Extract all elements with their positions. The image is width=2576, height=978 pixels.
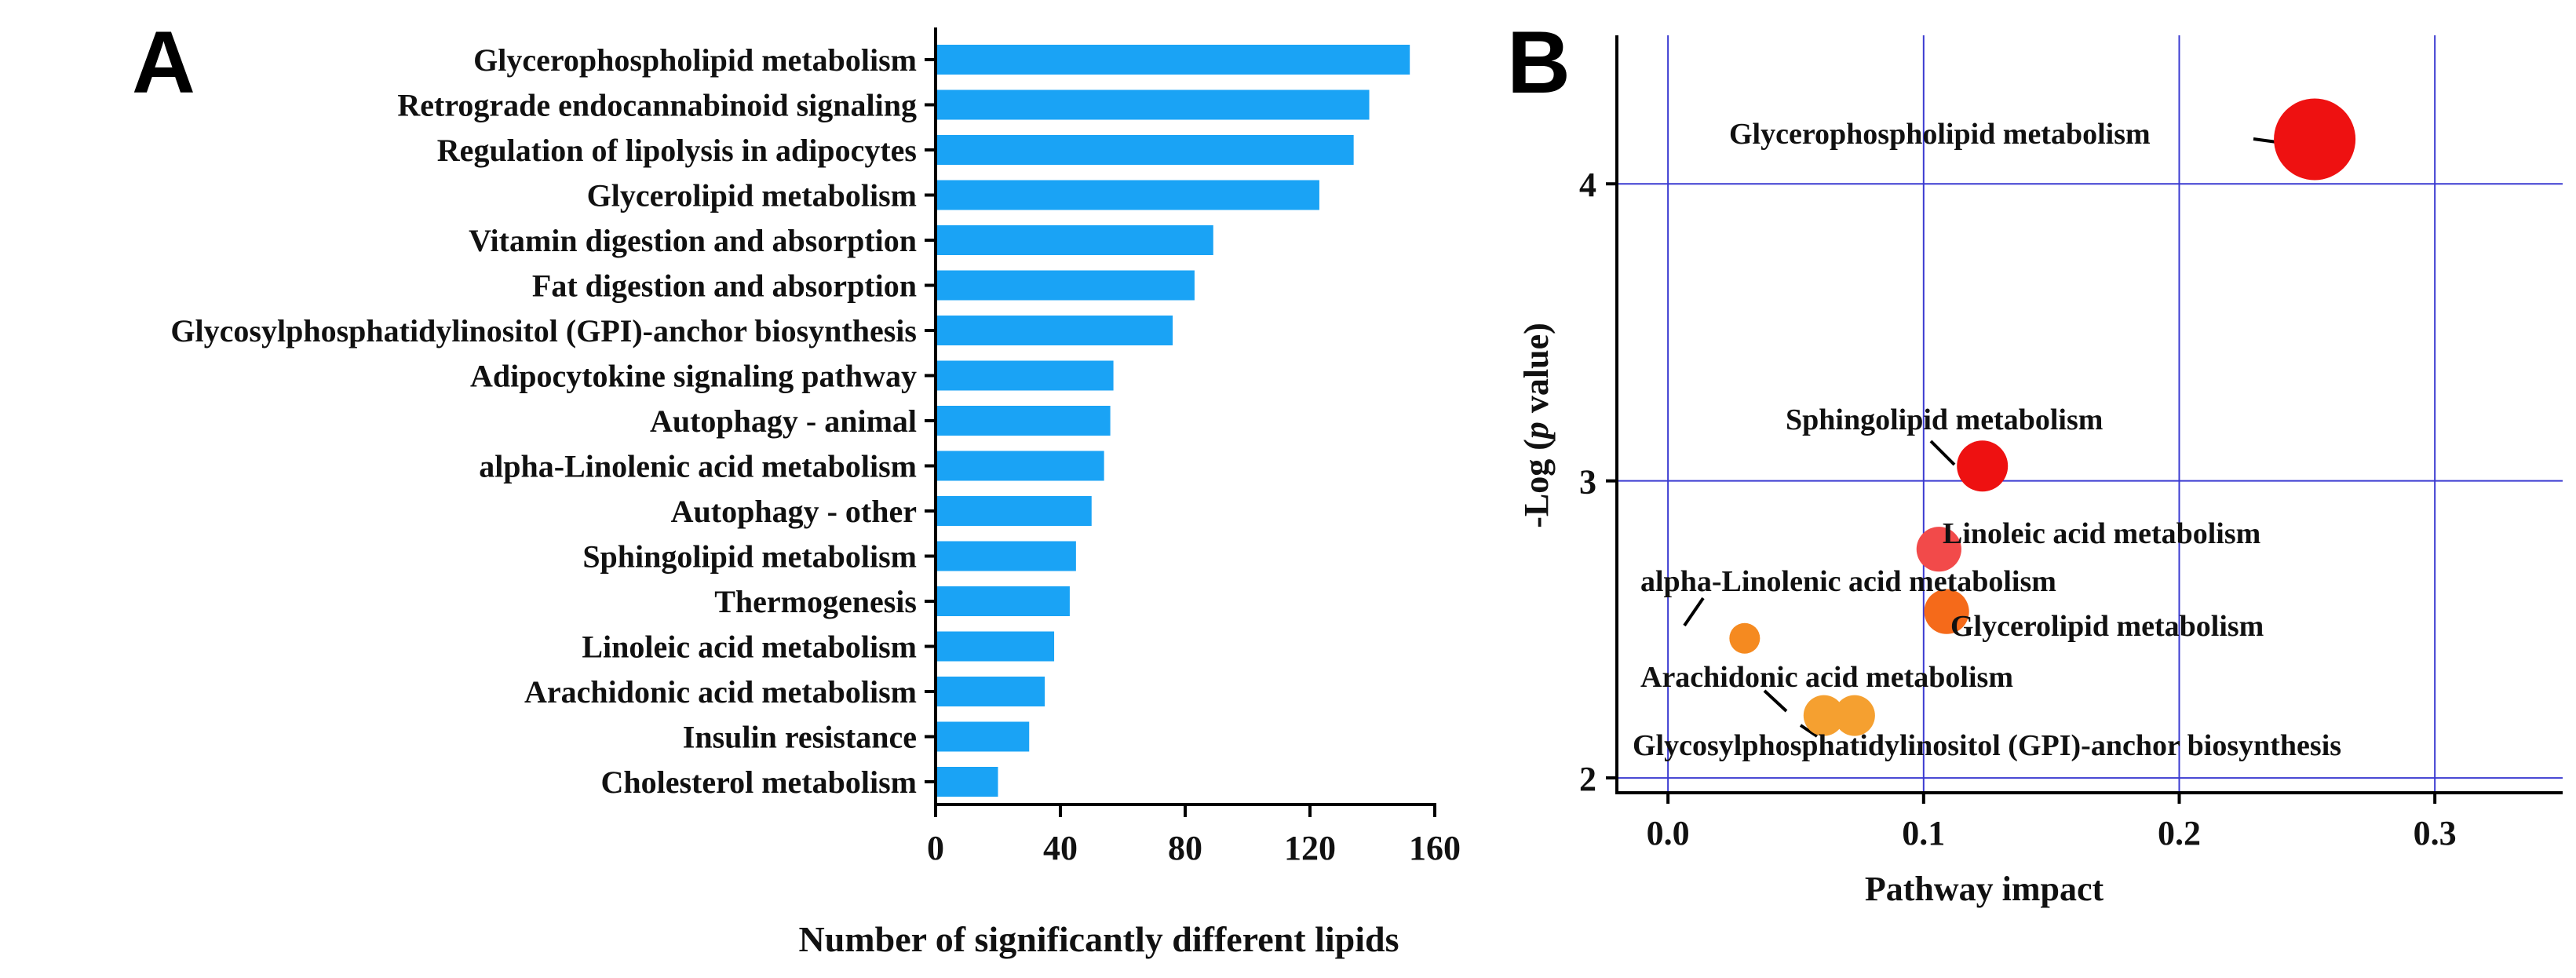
point-label: Sphingolipid metabolism bbox=[1786, 403, 2103, 436]
category-label: Autophagy - other bbox=[671, 494, 917, 529]
y-tick-label: 4 bbox=[1579, 166, 1596, 204]
bar bbox=[936, 135, 1354, 165]
bar bbox=[936, 45, 1410, 75]
y-axis-label-italic: p bbox=[1517, 421, 1556, 442]
bar bbox=[936, 89, 1370, 120]
data-point bbox=[1833, 695, 1875, 736]
point-label: Arachidonic acid metabolism bbox=[1640, 661, 2013, 694]
x-axis-label: Pathway impact bbox=[1865, 870, 2104, 908]
leader-line bbox=[1683, 597, 1705, 627]
bar bbox=[936, 496, 1092, 526]
bar bbox=[936, 451, 1104, 481]
x-tick-label: 80 bbox=[1168, 829, 1202, 867]
axis-ticks: 0.0 0.1 0.2 0.3 2 3 4 bbox=[1579, 166, 2457, 852]
panel-letter-b: B bbox=[1507, 13, 1571, 111]
bar bbox=[936, 225, 1213, 255]
x-axis-label: Number of significantly different lipids bbox=[799, 919, 1399, 959]
leader-line bbox=[1929, 440, 1956, 466]
category-label: Autophagy - animal bbox=[650, 403, 917, 439]
point-label: Glycosylphosphatidylinositol (GPI)-ancho… bbox=[1633, 729, 2341, 762]
category-label: Vitamin digestion and absorption bbox=[469, 223, 917, 258]
x-tick-label: 0.2 bbox=[2158, 814, 2201, 852]
category-label: Cholesterol metabolism bbox=[600, 765, 917, 800]
point-label: Glycerolipid metabolism bbox=[1950, 610, 2264, 643]
x-tick-label: 0.0 bbox=[1647, 814, 1690, 852]
data-point bbox=[1916, 527, 1961, 572]
point-label: Glycerophospholipid metabolism bbox=[1729, 118, 2151, 151]
data-point bbox=[2274, 98, 2356, 181]
category-label: Sphingolipid metabolism bbox=[582, 539, 917, 575]
x-axis-ticks: 0 40 80 120 160 bbox=[927, 805, 1461, 867]
point-group bbox=[1729, 98, 2356, 736]
x-tick-label: 0 bbox=[927, 829, 944, 867]
x-tick-label: 0.3 bbox=[2414, 814, 2457, 852]
bar bbox=[936, 270, 1195, 301]
y-axis-label-prefix: -Log ( bbox=[1517, 439, 1556, 528]
bar bbox=[936, 767, 998, 797]
bar bbox=[936, 406, 1111, 436]
data-point bbox=[1924, 589, 1969, 634]
bar bbox=[936, 316, 1173, 345]
scatter-chart-panel: B 0.0 0.1 0.2 0.3 2 3 4 Glycerophospholipid me… bbox=[1507, 13, 2563, 908]
category-label: Glycosylphosphatidylinositol (GPI)-ancho… bbox=[170, 313, 917, 349]
bar bbox=[936, 721, 1030, 752]
bar-chart-panel: A Glycerophospholipid metabolism Retrogra… bbox=[132, 13, 1461, 959]
bar bbox=[936, 677, 1045, 706]
data-point bbox=[1729, 622, 1761, 654]
bar bbox=[936, 180, 1319, 210]
category-label: Regulation of lipolysis in adipocytes bbox=[437, 133, 917, 168]
x-tick-label: 40 bbox=[1043, 829, 1078, 867]
bar-group bbox=[936, 45, 1410, 797]
y-tick-label: 2 bbox=[1579, 760, 1596, 798]
scatter-axes bbox=[1615, 35, 2563, 794]
category-label: Linoleic acid metabolism bbox=[582, 629, 917, 665]
category-label: Glycerolipid metabolism bbox=[587, 178, 917, 213]
leader-line bbox=[1799, 724, 1819, 738]
x-tick-label: 120 bbox=[1284, 829, 1336, 867]
y-axis-label-suffix: value) bbox=[1517, 323, 1556, 421]
x-tick-label: 160 bbox=[1409, 829, 1461, 867]
grid-lines bbox=[1617, 35, 2563, 793]
point-label: Linoleic acid metabolism bbox=[1943, 517, 2260, 550]
y-axis-label: -Log (p value) bbox=[1517, 323, 1556, 528]
category-label: Fat digestion and absorption bbox=[532, 268, 917, 304]
category-label: Insulin resistance bbox=[683, 720, 917, 755]
bar bbox=[936, 541, 1076, 571]
bar bbox=[936, 631, 1055, 662]
bar bbox=[936, 360, 1114, 391]
data-point bbox=[1803, 695, 1844, 736]
leader-lines bbox=[1683, 137, 2283, 738]
category-label: Glycerophospholipid metabolism bbox=[473, 42, 917, 78]
category-label: Thermogenesis bbox=[714, 584, 917, 619]
category-label: alpha-Linolenic acid metabolism bbox=[479, 449, 917, 484]
x-tick-label: 0.1 bbox=[1902, 814, 1945, 852]
point-labels: Glycerophospholipid metabolism Sphingolip… bbox=[1633, 118, 2341, 762]
category-labels: Glycerophospholipid metabolism Retrograde… bbox=[170, 42, 917, 800]
panel-letter-a: A bbox=[132, 13, 195, 111]
leader-line bbox=[1763, 689, 1788, 713]
y-tick-label: 3 bbox=[1579, 463, 1596, 502]
category-label: Arachidonic acid metabolism bbox=[524, 674, 917, 710]
bar bbox=[936, 586, 1070, 616]
point-label: alpha-Linolenic acid metabolism bbox=[1640, 565, 2056, 598]
bar-chart-axes bbox=[925, 27, 1436, 806]
data-point bbox=[1957, 440, 2009, 492]
category-label: Retrograde endocannabinoid signaling bbox=[397, 88, 917, 123]
category-label: Adipocytokine signaling pathway bbox=[470, 359, 917, 394]
